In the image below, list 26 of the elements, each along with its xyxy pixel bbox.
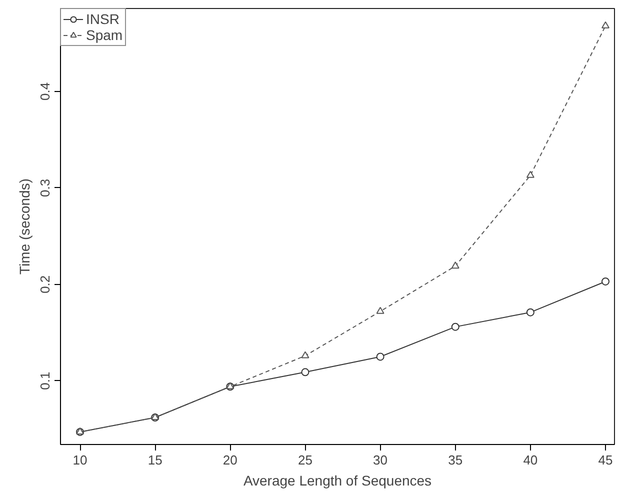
y-tick-label: 0.3 (38, 178, 52, 197)
x-tick-label: 10 (72, 452, 88, 468)
legend-label: Spam (86, 27, 123, 43)
point (301, 351, 310, 358)
x-tick-label: 35 (448, 452, 463, 468)
y-tick-label: 0.2 (38, 275, 52, 294)
point (376, 306, 384, 314)
x-tick-label: 15 (148, 452, 162, 468)
x-tick-label: 25 (298, 452, 312, 468)
x-tick-label: 30 (373, 452, 388, 468)
point (376, 352, 384, 361)
x-tick-label: 45 (598, 452, 613, 468)
y-tick-label: 0.1 (38, 372, 52, 390)
legend-label: INSR (86, 11, 120, 27)
point (526, 308, 534, 316)
x-tick-label: 20 (222, 452, 238, 468)
x-axis-title: Average Length of Sequences (243, 472, 432, 488)
point (601, 21, 610, 28)
point (526, 170, 534, 178)
point (451, 262, 460, 269)
x-tick-label: 40 (523, 452, 538, 468)
point (301, 368, 310, 376)
point (601, 277, 610, 286)
point (451, 322, 460, 331)
y-axis-title: Time (seconds) (16, 178, 32, 274)
y-tick-label: 0.4 (38, 82, 52, 100)
